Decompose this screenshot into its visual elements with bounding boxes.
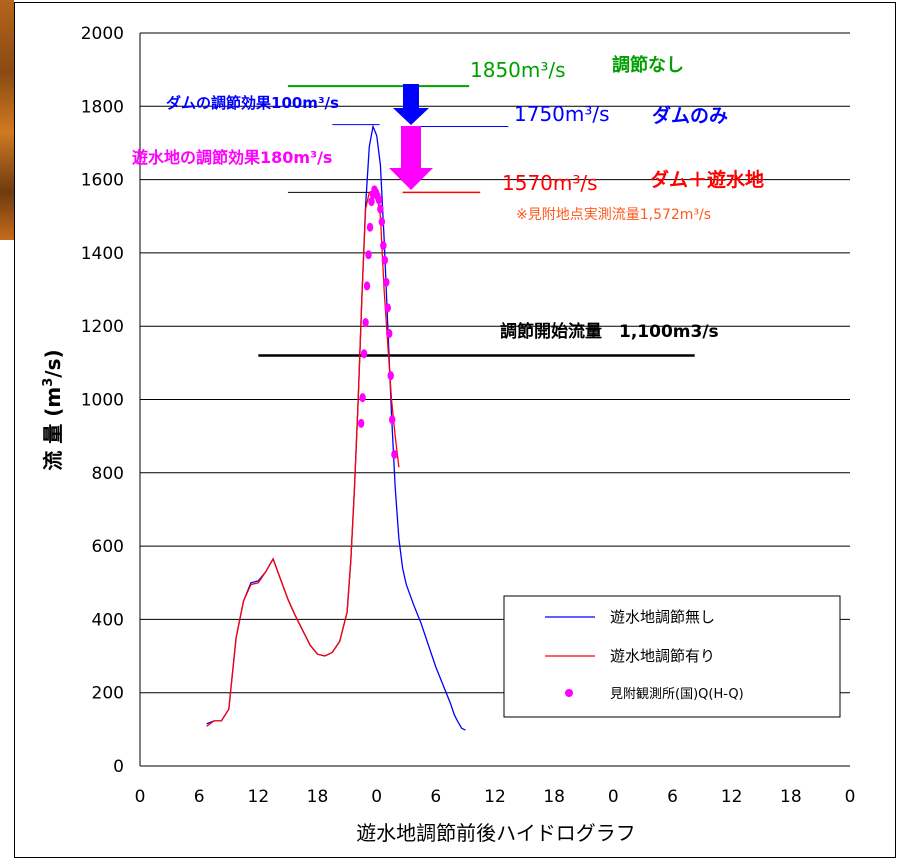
annotation-lines [258, 85, 695, 357]
retention-effect-arrow [389, 126, 433, 190]
data-point [387, 371, 394, 381]
legend-label-regulation: 遊水地調節有り [610, 647, 715, 665]
x-tick-label: 6 [430, 787, 441, 807]
background-photo-strip [0, 0, 14, 240]
data-point [381, 255, 389, 265]
series-points [357, 185, 398, 459]
x-axis-ticks: 0 6 12 18 0 6 12 18 0 6 12 18 0 [135, 787, 856, 807]
data-point [362, 318, 369, 328]
y-axis-label: 流 量 (m3/s) [41, 349, 65, 470]
y-tick-label: 800 [92, 464, 124, 484]
x-axis-label: 遊水地調節前後ハイドログラフ [356, 821, 636, 845]
y-tick-label: 1800 [81, 97, 124, 117]
x-tick-label: 6 [667, 787, 678, 807]
annotation-dam-effect: ダムの調節効果100m³/s [166, 94, 339, 112]
data-point [377, 204, 384, 214]
data-point [357, 418, 365, 428]
x-tick-label: 18 [543, 787, 565, 807]
y-tick-label: 400 [92, 610, 124, 630]
y-tick-label: 0 [113, 757, 124, 777]
legend: 遊水地調節無し 遊水地調節有り 見附観測所(国)Q(H-Q) [503, 595, 841, 718]
x-tick-label: 18 [780, 787, 802, 807]
data-point [378, 217, 386, 227]
x-tick-label: 6 [194, 787, 205, 807]
legend-label-no-regulation: 遊水地調節無し [610, 608, 715, 626]
data-point [391, 449, 398, 459]
data-point [386, 329, 393, 339]
data-point [363, 281, 371, 291]
series-lines [206, 124, 466, 731]
data-point [384, 303, 391, 313]
data-point [380, 241, 387, 251]
svg-text:流 量 (m3/s): 流 量 (m3/s) [41, 349, 65, 470]
y-axis-label-main: 流 量 (m [41, 387, 65, 471]
data-point [375, 195, 383, 205]
legend-swatch-observed [565, 689, 573, 697]
x-tick-label: 18 [307, 787, 329, 807]
annotation-dam-text: ダムのみ [652, 104, 728, 127]
y-tick-label: 2000 [81, 24, 124, 44]
x-tick-label: 12 [721, 787, 743, 807]
data-point [383, 277, 390, 287]
x-tick-label: 12 [248, 787, 270, 807]
legend-label-observed: 見附観測所(国)Q(H-Q) [610, 687, 744, 702]
data-point [359, 393, 366, 403]
y-tick-label: 1400 [81, 244, 124, 264]
annotation-none-value: 1850m³/s [470, 58, 566, 82]
grid-lines [140, 32, 850, 767]
y-tick-label: 200 [92, 684, 124, 704]
y-axis-label-tail: /s) [41, 349, 65, 377]
y-tick-label: 1200 [81, 317, 124, 337]
annotation-measured-note: ※見附地点実測流量1,572m³/s [516, 207, 711, 223]
y-tick-label: 1000 [81, 391, 124, 411]
x-tick-label: 0 [135, 787, 146, 807]
x-tick-label: 0 [845, 787, 856, 807]
x-tick-label: 0 [371, 787, 382, 807]
y-tick-label: 600 [92, 537, 124, 557]
data-point [388, 415, 396, 425]
y-axis-label-sup: 3 [41, 378, 56, 387]
annotation-threshold: 調節開始流量 1,100m3/s [500, 321, 719, 342]
data-point [366, 222, 374, 232]
data-point [368, 197, 375, 207]
dam-effect-arrow [393, 84, 429, 125]
annotation-both-text: ダム＋遊水地 [650, 168, 764, 191]
annotation-dam-value: 1750m³/s [514, 102, 610, 126]
x-tick-label: 0 [608, 787, 619, 807]
series-line-0 [206, 124, 466, 731]
x-tick-label: 12 [484, 787, 506, 807]
data-point [360, 349, 368, 359]
y-axis-ticks: 0 200 400 600 800 1000 1200 1400 1600 1800 2000 [81, 24, 124, 777]
annotation-none-text: 調節なし [612, 54, 684, 76]
series-line-1 [206, 189, 400, 727]
y-tick-label: 1600 [81, 171, 124, 191]
annotation-retention-effect: 遊水地の調節効果180m³/s [132, 148, 332, 167]
annotation-both-value: 1570m³/s [502, 171, 598, 195]
data-point [365, 250, 372, 260]
